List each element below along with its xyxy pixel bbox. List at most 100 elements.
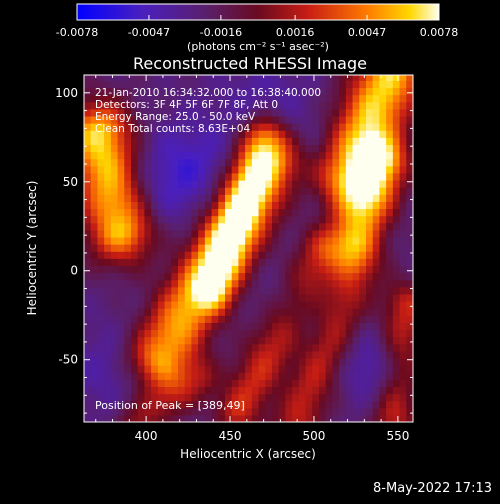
heatmap-cell <box>198 187 206 195</box>
heatmap-cell <box>104 215 112 224</box>
heatmap-cell <box>352 179 360 188</box>
heatmap-cell <box>144 343 152 352</box>
heatmap-cell <box>251 272 260 281</box>
heatmap-cell <box>258 372 266 380</box>
heatmap-cell <box>292 144 300 153</box>
heatmap-cell <box>278 130 287 138</box>
heatmap-cell <box>171 308 179 316</box>
heatmap-cell <box>292 400 300 409</box>
heatmap-cell <box>319 244 327 252</box>
heatmap-cell <box>265 407 273 416</box>
heatmap-cell <box>90 407 99 416</box>
heatmap-cell <box>238 293 246 302</box>
heatmap-cell <box>379 414 387 422</box>
heatmap-cell <box>258 329 266 338</box>
heatmap-cell <box>251 179 260 188</box>
heatmap-cell <box>164 172 172 181</box>
heatmap-cell <box>157 372 166 380</box>
heatmap-cell <box>110 179 119 188</box>
heatmap-cell <box>218 115 226 124</box>
heatmap-cell <box>386 386 394 395</box>
heatmap-cell <box>359 123 367 131</box>
heatmap-cell <box>399 322 407 331</box>
heatmap-cell <box>352 80 360 89</box>
heatmap-cell <box>325 357 334 366</box>
heatmap-cell <box>238 158 246 167</box>
heatmap-cell <box>191 272 199 281</box>
heatmap-cell <box>245 315 253 323</box>
heatmap-cell <box>137 251 146 259</box>
heatmap-cell <box>131 208 139 217</box>
heatmap-cell <box>265 130 273 138</box>
heatmap-cell <box>97 236 105 245</box>
heatmap-cell <box>298 236 307 245</box>
heatmap-cell <box>258 357 266 366</box>
heatmap-cell <box>319 379 327 388</box>
heatmap-cell <box>352 229 360 238</box>
heatmap-cell <box>278 123 287 131</box>
heatmap-cell <box>157 286 166 295</box>
heatmap-cell <box>164 365 172 373</box>
heatmap-cell <box>285 144 293 153</box>
heatmap-cell <box>359 272 367 281</box>
heatmap-cell <box>392 365 401 373</box>
heatmap-cell <box>312 208 320 217</box>
heatmap-cell <box>379 372 387 380</box>
heatmap-cell <box>184 115 193 124</box>
heatmap-cell <box>332 130 340 138</box>
heatmap-cell <box>157 75 166 81</box>
heatmap-cell <box>117 407 125 416</box>
heatmap-cell <box>110 350 119 359</box>
heatmap-cell <box>124 101 132 110</box>
heatmap-cell <box>117 293 125 302</box>
heatmap-cell <box>406 407 413 416</box>
heatmap-cell <box>211 343 219 352</box>
heatmap-cell <box>292 108 300 117</box>
heatmap-cell <box>359 329 367 338</box>
heatmap-cell <box>137 386 146 395</box>
heatmap-cell <box>325 400 334 409</box>
heatmap-cell <box>298 158 307 167</box>
heatmap-cell <box>124 115 132 124</box>
heatmap-cell <box>90 137 99 145</box>
heatmap-cell <box>157 165 166 174</box>
heatmap-cell <box>305 158 313 167</box>
heatmap-cell <box>372 315 381 323</box>
heatmap-cell <box>124 201 132 210</box>
heatmap-cell <box>191 393 199 402</box>
heatmap-cell <box>379 108 387 117</box>
heatmap-cell <box>372 336 381 345</box>
heatmap-cell <box>144 293 152 302</box>
heatmap-cell <box>319 130 327 138</box>
heatmap-cell <box>124 293 132 302</box>
heatmap-cell <box>332 194 340 202</box>
heatmap-cell <box>272 365 280 373</box>
heatmap-cell <box>225 115 233 124</box>
heatmap-cell <box>104 386 112 395</box>
heatmap-cell <box>144 130 152 138</box>
heatmap-cell <box>285 101 293 110</box>
heatmap-cell <box>345 386 354 395</box>
heatmap-cell <box>379 308 387 316</box>
heatmap-cell <box>339 101 347 110</box>
heatmap-cell <box>325 215 334 224</box>
heatmap-cell <box>231 386 240 395</box>
heatmap-cell <box>379 80 387 89</box>
heatmap-cell <box>90 336 99 345</box>
heatmap-cell <box>379 357 387 366</box>
heatmap-cell <box>251 343 260 352</box>
heatmap-cell <box>218 158 226 167</box>
heatmap-cell <box>339 172 347 181</box>
heatmap-cell <box>325 179 334 188</box>
heatmap-cell <box>157 407 166 416</box>
heatmap-cell <box>110 272 119 281</box>
heatmap-cell <box>285 251 293 259</box>
heatmap-cell <box>137 75 146 81</box>
heatmap-cell <box>164 108 172 117</box>
heatmap-cell <box>178 194 186 202</box>
heatmap-cell <box>97 329 105 338</box>
heatmap-cell <box>272 87 280 96</box>
heatmap-cell <box>406 357 413 366</box>
heatmap-cell <box>352 315 360 323</box>
heatmap-cell <box>359 400 367 409</box>
